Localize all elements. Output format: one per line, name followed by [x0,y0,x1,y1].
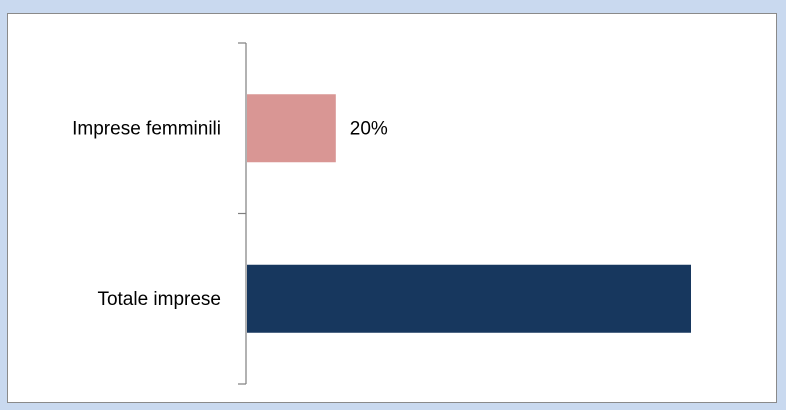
category-label-totale-imprese: Totale imprese [97,289,221,310]
bar-totale-imprese [247,265,691,333]
category-label-imprese-femminili: Imprese femminili [72,118,221,139]
bar-imprese-femminili [247,94,336,162]
category-axis [238,43,246,384]
data-label-imprese-femminili: 20% [350,118,388,139]
